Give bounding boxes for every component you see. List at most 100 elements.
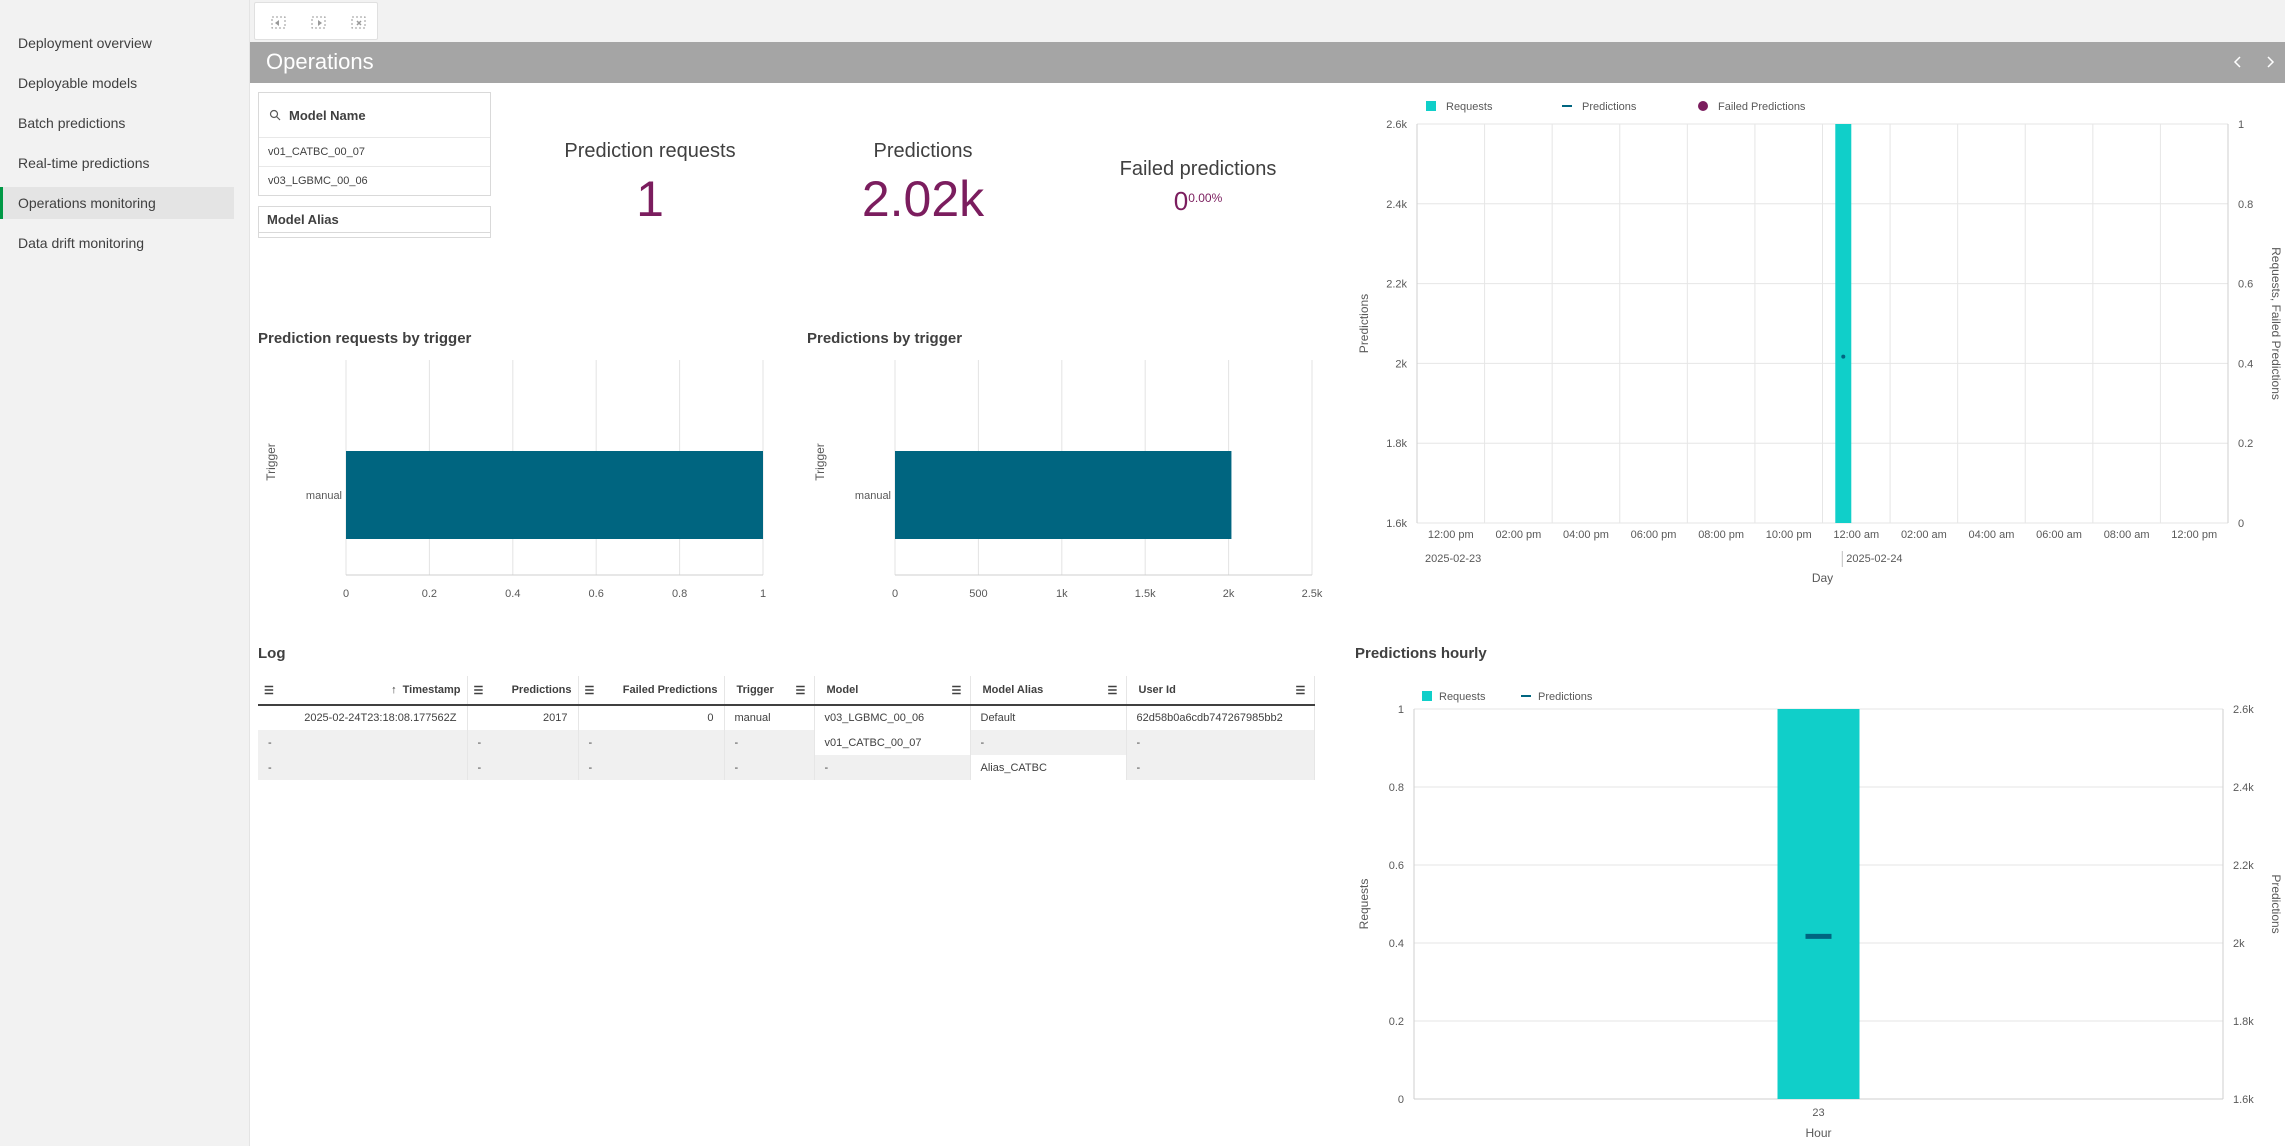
y-right-tick-label: 1 bbox=[2238, 119, 2244, 131]
column-menu-icon[interactable]: ☰ bbox=[951, 684, 962, 697]
x-tick-label: 2.5k bbox=[1302, 588, 1323, 600]
column-menu-icon[interactable]: ☰ bbox=[1295, 684, 1306, 697]
clear-selections-icon[interactable] bbox=[349, 12, 369, 32]
kpi-predictions-value: 2.02k bbox=[861, 171, 985, 227]
bar-manual bbox=[895, 451, 1232, 539]
bar-manual bbox=[346, 451, 763, 539]
log-col-header-model: Model bbox=[826, 683, 859, 696]
log-col-header-failed: Failed Predictions bbox=[622, 683, 718, 696]
table-row[interactable]: - - - - v01_CATBC_00_07 - - bbox=[258, 730, 1315, 755]
log-col-timestamp[interactable]: ☰ ↑ Timestamp bbox=[258, 676, 468, 706]
y-right-tick-label: 2.4k bbox=[2233, 782, 2254, 794]
table-cell[interactable]: - bbox=[578, 755, 725, 780]
log-table[interactable]: ☰ ↑ Timestamp ☰ Predictions ☰ Failed Predic… bbox=[258, 676, 1315, 780]
table-cell[interactable]: - bbox=[970, 730, 1127, 755]
log-col-failed-predictions[interactable]: ☰ Failed Predictions bbox=[578, 676, 725, 706]
y-left-tick-label: 1 bbox=[1398, 704, 1404, 716]
model-name-filter[interactable]: Model Name v01_CATBC_00_07 v03_LGBMC_00_… bbox=[258, 92, 491, 196]
predictions-by-trigger-chart[interactable]: 0 500 1k 1.5k 2k 2.5k manual Trigger bbox=[807, 355, 1327, 600]
sidebar-item-operations-monitoring[interactable]: Operations monitoring bbox=[0, 187, 234, 219]
log-title: Log bbox=[258, 645, 286, 662]
x-tick-label: 12:00 am bbox=[1833, 529, 1879, 541]
sidebar-item-batch-predictions[interactable]: Batch predictions bbox=[18, 115, 126, 131]
legend-swatch-predictions bbox=[1562, 105, 1572, 107]
column-menu-icon[interactable]: ☰ bbox=[584, 684, 595, 697]
table-cell[interactable]: v03_LGBMC_00_06 bbox=[814, 705, 971, 730]
filter-value[interactable]: v03_LGBMC_00_06 bbox=[259, 166, 490, 195]
kpi-failed-pct: 0.00% bbox=[1188, 191, 1223, 205]
model-alias-filter-title[interactable]: Model Alias bbox=[259, 207, 490, 233]
select-back-icon[interactable] bbox=[269, 12, 289, 32]
predictions-hourly-chart[interactable]: Requests Predictions 0 0.2 0.4 0.6 0.8 1 1.6k 1.8… bbox=[1352, 672, 2285, 1146]
log-col-user-id[interactable]: User Id ☰ bbox=[1126, 676, 1315, 706]
table-cell[interactable]: - bbox=[258, 730, 468, 755]
x-tick-label: 0.2 bbox=[422, 588, 437, 600]
log-col-header-user-id: User Id bbox=[1138, 683, 1176, 696]
previous-sheet-icon[interactable] bbox=[2228, 52, 2248, 72]
table-cell[interactable]: Alias_CATBC bbox=[970, 755, 1127, 780]
x-axis-title: Hour bbox=[1805, 1126, 1831, 1140]
table-cell[interactable]: - bbox=[467, 730, 579, 755]
log-col-model-alias[interactable]: Model Alias ☰ bbox=[970, 676, 1127, 706]
y-left-tick-label: 2.6k bbox=[1386, 119, 1407, 131]
table-cell[interactable]: - bbox=[578, 730, 725, 755]
filter-value[interactable]: v01_CATBC_00_07 bbox=[259, 137, 490, 166]
x-tick-label: 08:00 am bbox=[2104, 529, 2150, 541]
table-cell[interactable]: Default bbox=[970, 705, 1127, 730]
column-menu-icon[interactable]: ☰ bbox=[1107, 684, 1118, 697]
x-tick-label: 08:00 pm bbox=[1698, 529, 1744, 541]
sort-ascending-icon[interactable]: ↑ bbox=[391, 683, 397, 696]
column-menu-icon[interactable]: ☰ bbox=[473, 684, 484, 697]
kpi-predictions-label: Predictions bbox=[873, 140, 973, 162]
sidebar-item-real-time-predictions[interactable]: Real-time predictions bbox=[18, 155, 150, 171]
y-left-tick-label: 2.4k bbox=[1386, 199, 1407, 211]
table-cell[interactable]: - bbox=[1126, 730, 1315, 755]
table-cell[interactable]: - bbox=[467, 755, 579, 780]
column-menu-icon[interactable]: ☰ bbox=[264, 684, 274, 697]
next-sheet-icon[interactable] bbox=[2260, 52, 2280, 72]
sidebar-item-deployable-models[interactable]: Deployable models bbox=[18, 75, 138, 91]
x-tick-label: 04:00 pm bbox=[1563, 529, 1609, 541]
table-row[interactable]: 2025-02-24T23:18:08.177562Z 2017 0 manua… bbox=[258, 705, 1315, 730]
table-cell[interactable]: 0 bbox=[578, 705, 725, 730]
log-col-model[interactable]: Model ☰ bbox=[814, 676, 971, 706]
column-menu-icon[interactable]: ☰ bbox=[795, 684, 806, 697]
table-cell[interactable]: manual bbox=[724, 705, 815, 730]
y-right-tick-label: 2k bbox=[2233, 938, 2245, 950]
table-cell[interactable]: v01_CATBC_00_07 bbox=[814, 730, 971, 755]
x-tick-label: 0.8 bbox=[672, 588, 687, 600]
marker-predictions-23 bbox=[1805, 933, 1832, 939]
y-right-tick-label: 0.2 bbox=[2238, 438, 2253, 450]
table-cell[interactable]: - bbox=[724, 730, 815, 755]
table-cell[interactable]: - bbox=[258, 755, 468, 780]
requests-by-trigger-chart[interactable]: 0 0.2 0.4 0.6 0.8 1 manual Trigger bbox=[258, 355, 778, 600]
table-cell[interactable]: - bbox=[1126, 755, 1315, 780]
y-axis-title-left: Requests bbox=[1357, 879, 1371, 930]
bar-requests bbox=[1835, 124, 1852, 523]
kpi-requests-label: Prediction requests bbox=[564, 140, 736, 162]
log-col-header-trigger: Trigger bbox=[736, 683, 774, 696]
model-alias-filter[interactable]: Model Alias bbox=[258, 206, 491, 238]
x-tick-label: 2k bbox=[1223, 588, 1235, 600]
table-cell[interactable]: 2017 bbox=[467, 705, 579, 730]
daily-combo-chart[interactable]: Requests Predictions Failed Predictions 12:… bbox=[1352, 92, 2285, 602]
x-tick-label: 1.5k bbox=[1135, 588, 1156, 600]
x-tick-label: 06:00 pm bbox=[1631, 529, 1677, 541]
table-cell[interactable]: - bbox=[724, 755, 815, 780]
table-cell[interactable]: 2025-02-24T23:18:08.177562Z bbox=[258, 705, 468, 730]
sidebar-item-deployment-overview[interactable]: Deployment overview bbox=[18, 35, 152, 51]
model-name-filter-header[interactable]: Model Name bbox=[259, 93, 490, 137]
legend-label: Requests bbox=[1439, 691, 1486, 703]
table-cell[interactable]: 62d58b0a6cdb747267985bb2 bbox=[1126, 705, 1315, 730]
kpi-failed-value-group: 00.00% bbox=[1058, 186, 1338, 217]
legend-swatch-failed bbox=[1698, 101, 1708, 111]
sidebar-item-data-drift-monitoring[interactable]: Data drift monitoring bbox=[18, 235, 145, 251]
log-col-predictions[interactable]: ☰ Predictions bbox=[467, 676, 579, 706]
table-row[interactable]: - - - - - Alias_CATBC - bbox=[258, 755, 1315, 780]
y-left-tick-label: 0.8 bbox=[1389, 782, 1404, 794]
y-left-tick-label: 2.2k bbox=[1386, 279, 1407, 291]
select-forward-icon[interactable] bbox=[309, 12, 329, 32]
log-col-trigger[interactable]: Trigger ☰ bbox=[724, 676, 815, 706]
table-cell[interactable]: - bbox=[814, 755, 971, 780]
y-axis-title-right: Predictions bbox=[2269, 874, 2283, 933]
